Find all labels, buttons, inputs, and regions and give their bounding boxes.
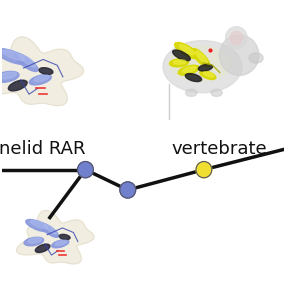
Polygon shape	[17, 210, 94, 264]
Circle shape	[77, 162, 93, 178]
Ellipse shape	[24, 237, 44, 246]
Ellipse shape	[163, 41, 242, 93]
Ellipse shape	[203, 72, 214, 77]
Ellipse shape	[178, 65, 199, 75]
Ellipse shape	[19, 55, 36, 67]
Circle shape	[230, 31, 242, 44]
Ellipse shape	[211, 89, 222, 96]
Ellipse shape	[0, 49, 28, 64]
Ellipse shape	[35, 244, 50, 253]
Ellipse shape	[174, 60, 186, 64]
Ellipse shape	[14, 53, 38, 72]
Polygon shape	[0, 37, 84, 106]
Ellipse shape	[0, 72, 17, 79]
Circle shape	[220, 35, 259, 75]
Ellipse shape	[26, 220, 51, 232]
Circle shape	[196, 162, 212, 178]
Text: vertebrate: vertebrate	[171, 140, 267, 158]
Ellipse shape	[175, 42, 198, 59]
Ellipse shape	[185, 74, 202, 81]
Ellipse shape	[198, 64, 213, 71]
Ellipse shape	[29, 75, 51, 85]
Ellipse shape	[183, 66, 196, 72]
Circle shape	[226, 27, 247, 49]
Ellipse shape	[186, 89, 197, 96]
Ellipse shape	[39, 68, 53, 75]
Ellipse shape	[28, 238, 42, 243]
Ellipse shape	[8, 80, 27, 91]
Ellipse shape	[40, 223, 59, 237]
Ellipse shape	[44, 224, 57, 234]
Ellipse shape	[249, 53, 263, 63]
Text: nelid RAR: nelid RAR	[0, 140, 86, 158]
Circle shape	[120, 182, 136, 198]
Ellipse shape	[59, 234, 70, 240]
Ellipse shape	[52, 240, 69, 248]
Ellipse shape	[2, 50, 25, 60]
Ellipse shape	[31, 220, 48, 229]
Ellipse shape	[192, 49, 210, 67]
Ellipse shape	[55, 240, 67, 245]
Ellipse shape	[170, 59, 188, 67]
Ellipse shape	[0, 71, 19, 82]
Ellipse shape	[173, 50, 190, 61]
Ellipse shape	[169, 46, 231, 81]
Ellipse shape	[180, 45, 195, 55]
Ellipse shape	[34, 75, 49, 81]
Ellipse shape	[196, 51, 207, 63]
Ellipse shape	[200, 71, 216, 79]
